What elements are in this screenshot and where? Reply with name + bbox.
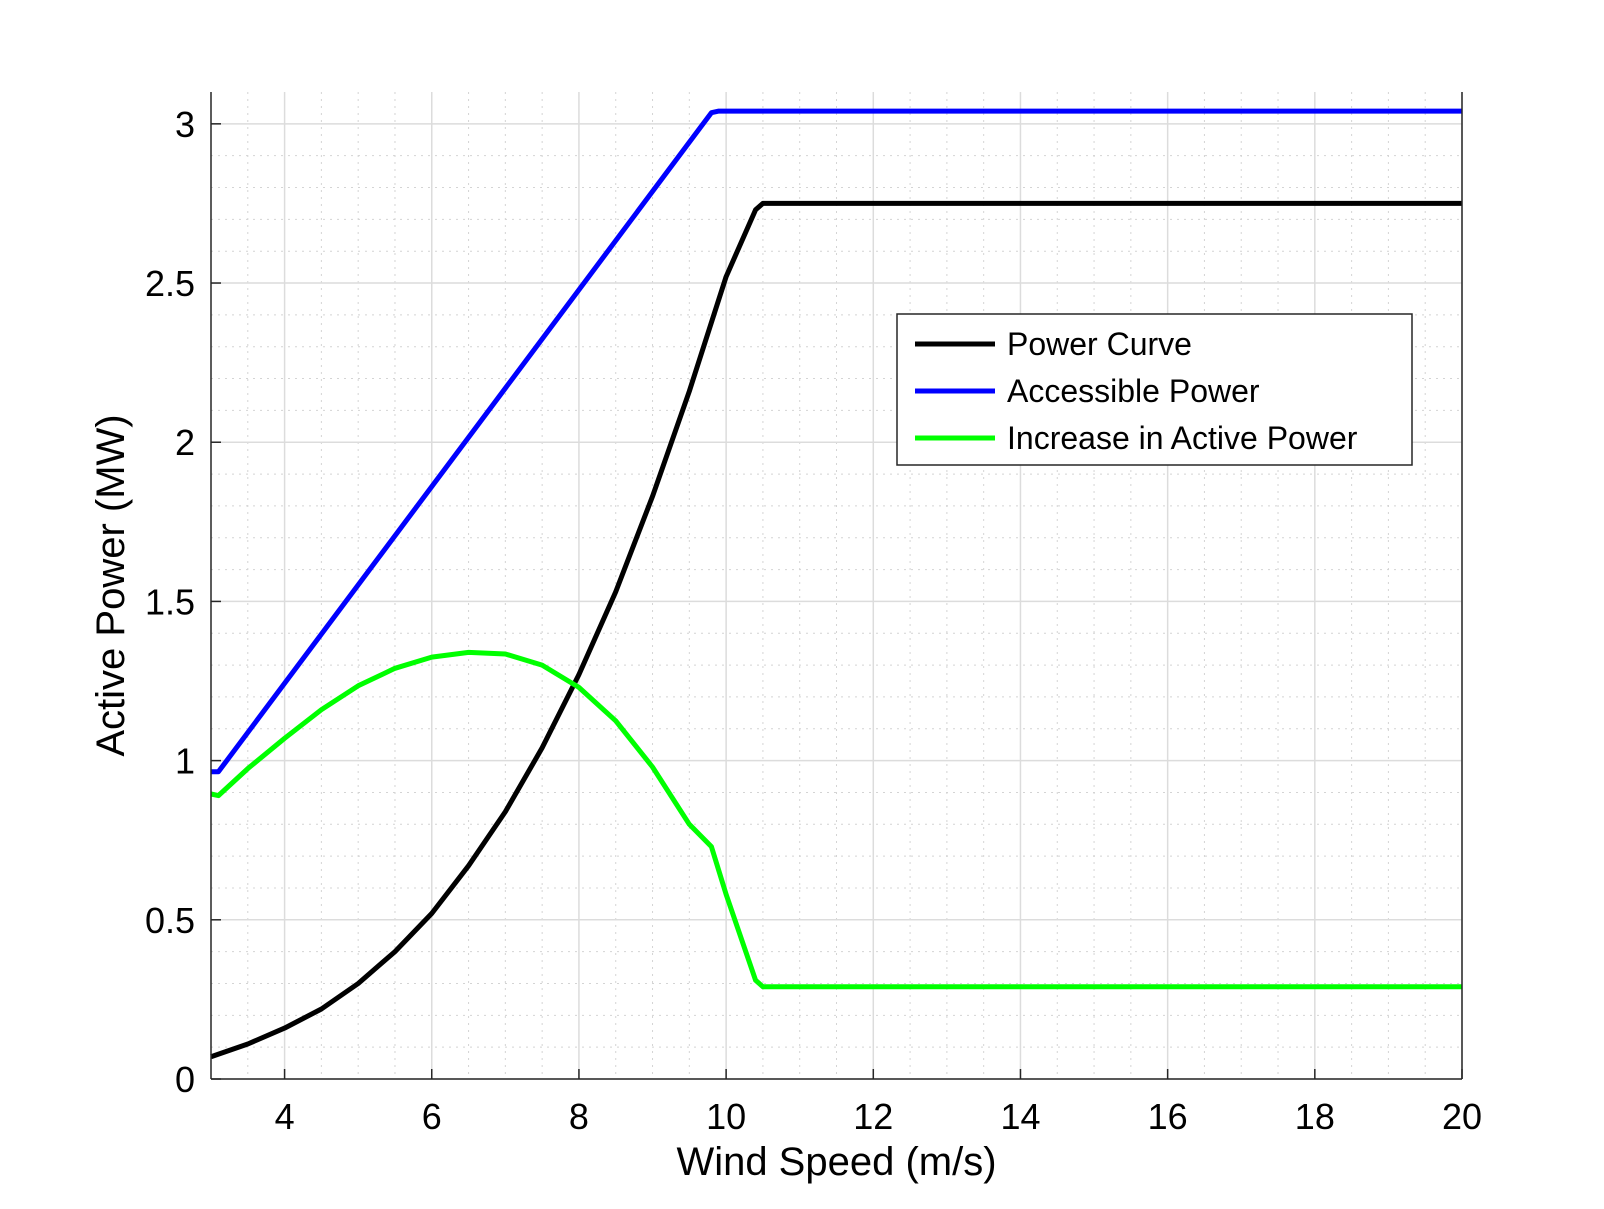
series-layer — [210, 108, 1462, 1060]
legend-label-increase-in-active-power: Increase in Active Power — [1007, 420, 1358, 456]
series-line-power-curve — [210, 200, 1462, 1060]
x-axis-label: Wind Speed (m/s) — [676, 1140, 996, 1184]
x-tick-label: 10 — [706, 1096, 746, 1137]
x-tick-label: 20 — [1442, 1096, 1482, 1137]
x-tick-label: 18 — [1295, 1096, 1335, 1137]
y-tick-label: 0 — [175, 1059, 195, 1100]
y-axis-label: Active Power (MW) — [89, 414, 133, 756]
legend: Power Curve Accessible Power Increase in… — [896, 313, 1413, 466]
axes-layer — [210, 92, 1463, 1080]
x-tick-label: 6 — [422, 1096, 442, 1137]
series-line-accessible-power — [211, 108, 1462, 775]
y-tick-label: 3 — [175, 104, 195, 145]
x-tick-label: 16 — [1148, 1096, 1188, 1137]
x-tick-label: 8 — [569, 1096, 589, 1137]
legend-label-accessible-power: Accessible Power — [1007, 373, 1260, 409]
series-line-increase-in-active-power — [210, 649, 1462, 990]
y-tick-label: 0.5 — [145, 900, 195, 941]
tick-labels: 4 6 8 10 12 14 16 18 20 0 0.5 1 1.5 2 2.5 3 — [145, 104, 1482, 1137]
x-tick-label: 14 — [1000, 1096, 1040, 1137]
y-tick-label: 1 — [175, 741, 195, 782]
x-tick-label: 4 — [275, 1096, 295, 1137]
y-tick-label: 1.5 — [145, 581, 195, 622]
legend-label-power-curve: Power Curve — [1007, 326, 1192, 362]
x-tick-label: 12 — [853, 1096, 893, 1137]
y-tick-label: 2 — [175, 422, 195, 463]
y-tick-label: 2.5 — [145, 263, 195, 304]
